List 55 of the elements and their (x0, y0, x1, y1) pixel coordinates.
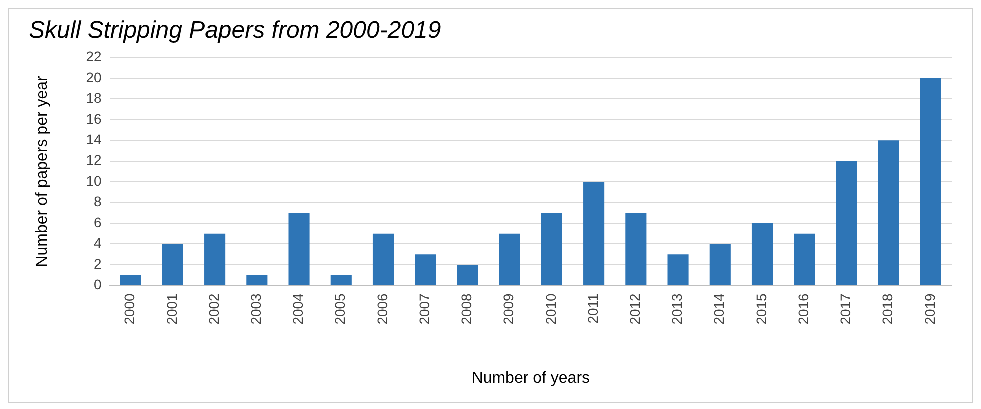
bar (499, 234, 520, 286)
x-tick-label: 2019 (922, 293, 938, 325)
bar (372, 234, 394, 286)
bar (204, 234, 226, 286)
x-tick-label: 2010 (542, 293, 559, 325)
bar (920, 78, 942, 286)
x-tick-label: 2007 (416, 293, 432, 325)
x-tick-label: 2014 (711, 293, 728, 325)
x-tick-label: 2012 (627, 293, 644, 325)
x-tick-label: 2004 (290, 293, 306, 325)
y-tick-label: 2 (94, 256, 102, 272)
y-tick-label: 4 (94, 235, 102, 252)
bar (836, 161, 858, 286)
bar (541, 213, 562, 286)
bar (120, 275, 142, 286)
chart-title: Skull Stripping Papers from 2000-2019 (29, 17, 442, 44)
y-tick-label: 8 (94, 194, 102, 210)
bar (584, 182, 605, 286)
bar (457, 264, 478, 286)
x-tick-label: 2003 (248, 293, 264, 325)
bar (415, 254, 436, 286)
y-tick-label: 16 (86, 110, 102, 127)
bar (752, 224, 774, 286)
bar (162, 244, 184, 286)
bar (246, 275, 268, 286)
y-tick-label: 20 (86, 69, 102, 86)
x-tick-label: 2005 (332, 293, 348, 325)
bar (878, 140, 900, 286)
bar (710, 244, 731, 286)
x-tick-label: 2016 (795, 293, 812, 325)
bar (794, 234, 816, 286)
y-axis-title: Number of papers per year (34, 75, 52, 268)
x-tick-label: 2006 (374, 293, 390, 325)
bar (626, 213, 647, 286)
x-tick-label: 2017 (838, 293, 854, 325)
bar (330, 275, 352, 286)
x-tick-label: 2018 (880, 293, 896, 325)
x-tick-label: 2008 (458, 293, 475, 325)
y-tick-label: 12 (86, 152, 102, 168)
x-tick-label: 2011 (584, 293, 601, 324)
y-tick-label: 10 (86, 172, 102, 189)
x-tick-label: 2015 (753, 293, 770, 325)
y-tick-label: 22 (86, 48, 102, 65)
y-tick-label: 0 (94, 276, 102, 293)
y-tick-label: 6 (94, 214, 102, 230)
x-tick-label: 2001 (164, 293, 180, 325)
x-tick-label: 2002 (206, 293, 222, 325)
y-tick-label: 18 (86, 90, 102, 106)
x-axis-title: Number of years (472, 370, 590, 387)
y-tick-label: 14 (86, 132, 102, 148)
x-tick-label: 2009 (500, 293, 517, 325)
x-tick-label: 2013 (669, 293, 686, 325)
bar (668, 254, 689, 286)
x-tick-label: 2000 (122, 293, 138, 325)
bar (288, 213, 310, 286)
